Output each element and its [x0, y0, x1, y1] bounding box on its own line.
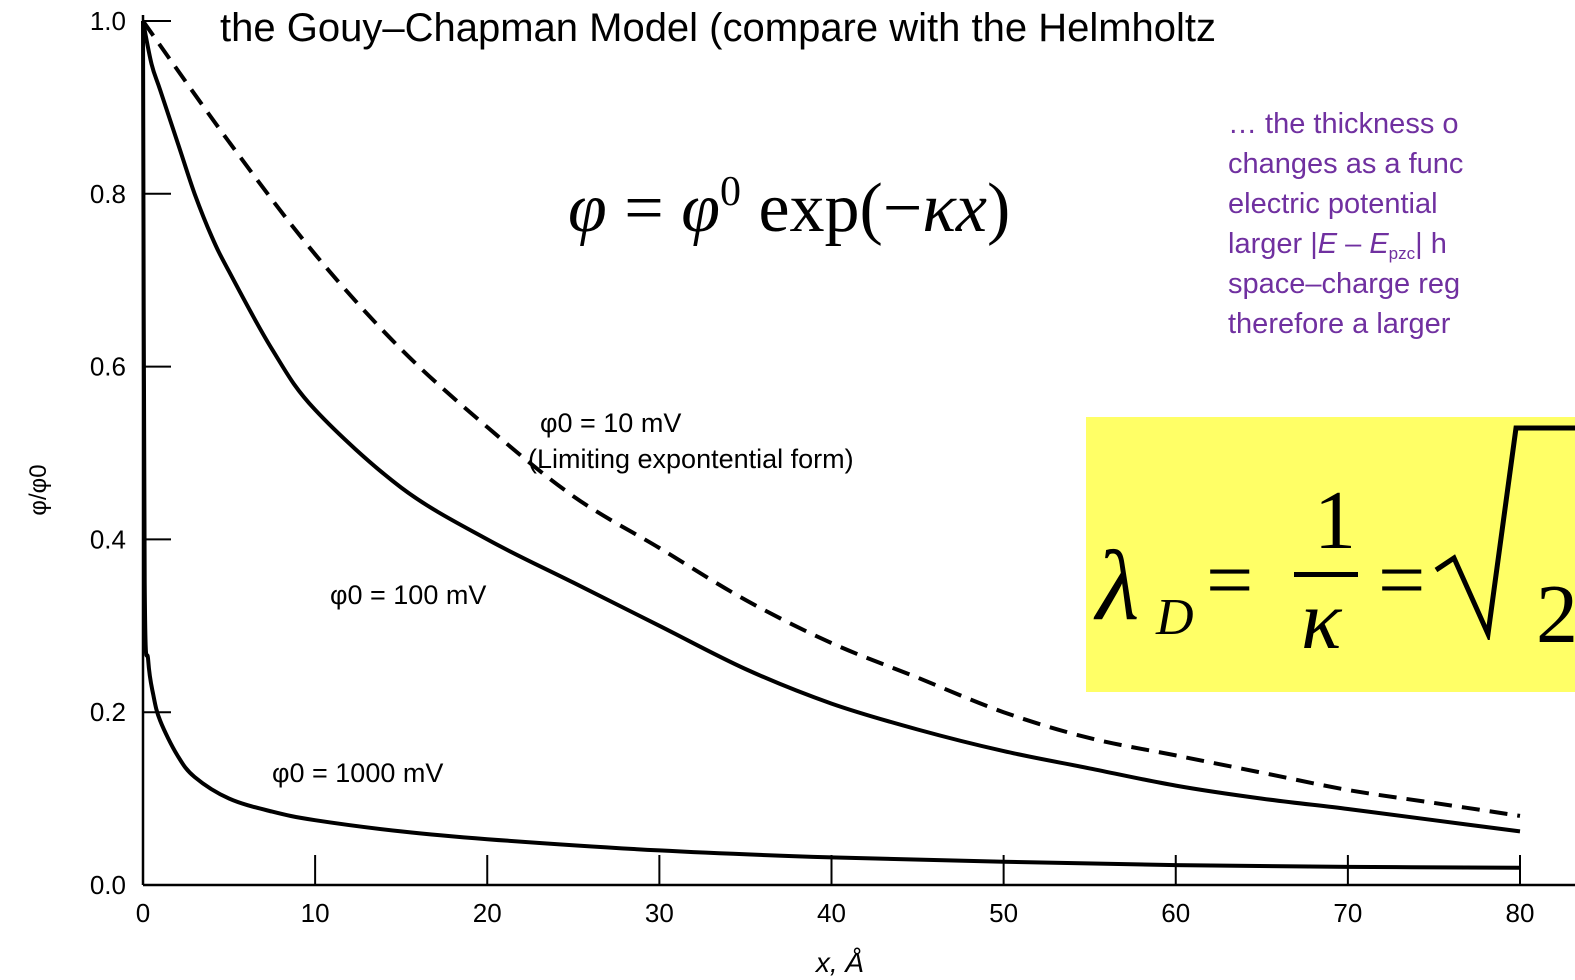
note-line-2: changes as a func — [1228, 148, 1464, 180]
series-label-100mv: φ0 = 100 mV — [330, 580, 486, 610]
debye-fraction-bar — [1294, 572, 1358, 577]
y-tick-label: 0.2 — [90, 697, 126, 727]
y-tick-label: 0.0 — [90, 870, 126, 900]
eq-close: ) — [987, 170, 1011, 247]
x-tick-label: 80 — [1506, 898, 1535, 928]
debye-two: 2 — [1536, 568, 1575, 661]
series-label-10mv-form: (Limiting expontential form) — [528, 444, 854, 474]
debye-subscript: D — [1156, 589, 1194, 646]
x-tick-label: 40 — [817, 898, 846, 928]
eq-superscript: 0 — [719, 169, 741, 215]
note-line-1: … the thickness o — [1228, 108, 1459, 140]
exponential-equation: φ = φ0 exp(−κx) — [568, 168, 1010, 249]
series-label-1000mv: φ0 = 1000 mV — [272, 758, 443, 788]
series-label-10mv-line1: φ0 = 10 mV — [540, 408, 681, 438]
debye-length-highlight — [1086, 417, 1575, 692]
note-line-3: electric potential — [1228, 188, 1438, 220]
note-line-4: larger |E – Epzc| h — [1228, 228, 1447, 263]
x-tick-label: 20 — [473, 898, 502, 928]
sqrt-symbol — [1434, 425, 1575, 640]
y-tick-label: 1.0 — [90, 6, 126, 36]
debye-numerator: 1 — [1314, 474, 1356, 567]
x-axis-label: x, Å — [814, 947, 864, 978]
eq-phi: φ — [568, 170, 607, 247]
series-label-10mv: φ0 = 10 mV — [540, 408, 681, 438]
debye-lambda: λ — [1096, 530, 1140, 641]
note-line-6: therefore a larger — [1228, 308, 1451, 340]
note-line-5: space–charge reg — [1228, 268, 1461, 300]
x-tick-label: 30 — [645, 898, 674, 928]
y-axis-label: φ/φ0 — [25, 464, 52, 515]
y-tick-label: 0.6 — [90, 352, 126, 382]
x-tick-label: 10 — [301, 898, 330, 928]
x-tick-label: 50 — [989, 898, 1018, 928]
explanation-note: … the thickness o changes as a func elec… — [1228, 104, 1575, 344]
series-1000mv-line — [141, 20, 1521, 870]
eq-equals: = — [624, 170, 664, 247]
series-100mv-line — [141, 20, 1521, 834]
y-tick-label: 0.4 — [90, 524, 126, 554]
eq-phi0: φ — [681, 170, 720, 247]
series-10mv-dashed-line — [141, 19, 1521, 818]
y-tick-label: 0.8 — [90, 179, 126, 209]
x-tick-label: 70 — [1333, 898, 1362, 928]
eq-x: x — [955, 170, 987, 247]
debye-equals-2: = — [1378, 534, 1426, 627]
eq-kappa: κ — [922, 170, 956, 247]
x-tick-label: 0 — [136, 898, 150, 928]
debye-equals-1: = — [1206, 534, 1254, 627]
slide-title: the Gouy–Chapman Model (compare with the… — [220, 6, 1217, 50]
x-tick-label: 60 — [1161, 898, 1190, 928]
debye-kappa: κ — [1301, 574, 1342, 667]
debye-length-equation: λ D = 1 κ = 2 — [1096, 425, 1575, 680]
eq-exp: exp(− — [758, 170, 923, 247]
